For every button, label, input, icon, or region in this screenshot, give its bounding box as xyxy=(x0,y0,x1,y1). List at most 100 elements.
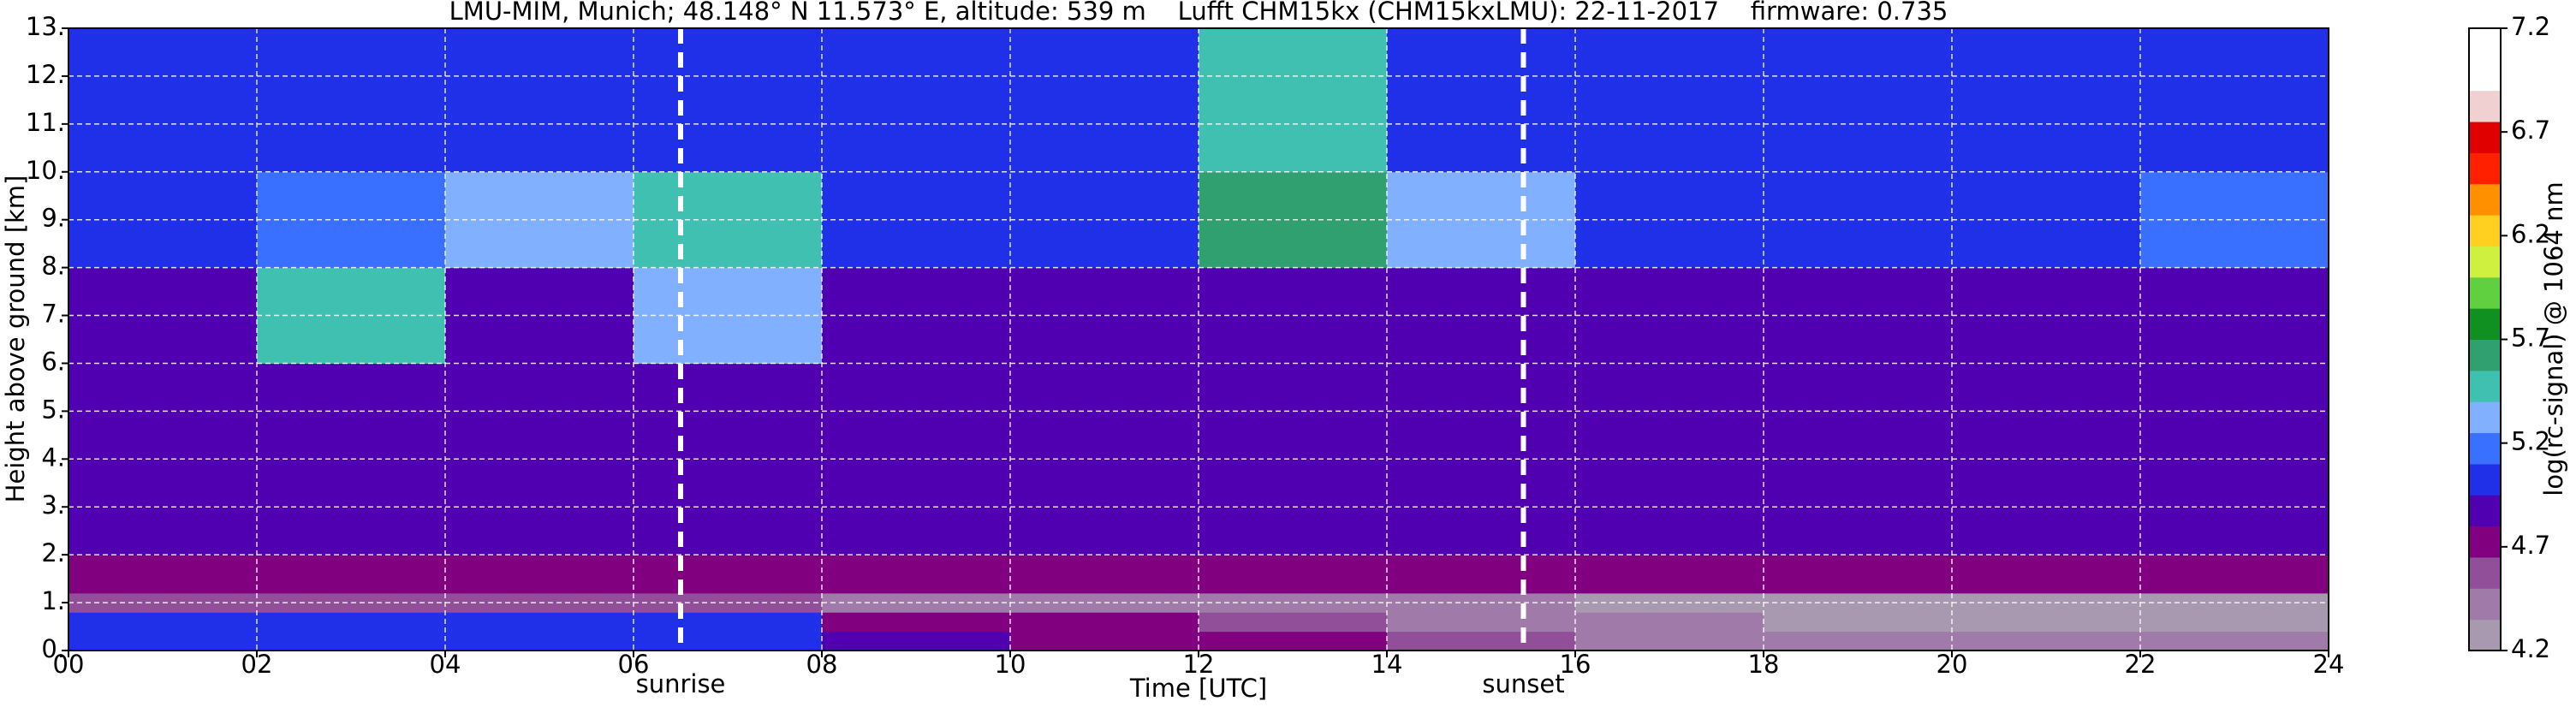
x-tick-label: 16 xyxy=(1560,650,1591,679)
x-tick-label: 00 xyxy=(53,650,85,679)
colorbar-segment xyxy=(2469,463,2501,496)
chart-title: LMU-MIM, Munich; 48.148° N 11.573° E, al… xyxy=(449,0,1948,26)
colorbar-tick-label: 7.2 xyxy=(2511,12,2550,41)
x-tick-label: 14 xyxy=(1371,650,1403,679)
heatmap-cell xyxy=(1199,28,1388,173)
heatmap-cell xyxy=(634,28,823,173)
y-tick-label: 13. xyxy=(26,12,65,41)
heatmap-cell xyxy=(1764,555,1953,594)
heatmap-cell xyxy=(257,28,446,173)
heatmap-cell xyxy=(1764,28,1953,173)
y-tick-label: 10. xyxy=(26,156,65,185)
y-tick-label: 1. xyxy=(41,586,65,615)
x-tick-label: 20 xyxy=(1936,650,1968,679)
heatmap-cell xyxy=(634,555,823,594)
y-tick-label: 6. xyxy=(41,347,65,376)
colorbar-segment xyxy=(2469,276,2501,309)
colorbar-segment xyxy=(2469,370,2501,402)
heatmap-cell xyxy=(68,612,258,633)
colorbar-segment xyxy=(2469,401,2501,434)
x-tick-label: 06 xyxy=(618,650,650,679)
y-tick-label: 2. xyxy=(41,538,65,567)
heatmap-cell xyxy=(822,631,1011,651)
heatmap-cell xyxy=(1952,28,2141,173)
plot-frame xyxy=(68,27,2329,651)
heatmap-cell xyxy=(1575,631,1764,651)
heatmap-cell xyxy=(1199,631,1388,651)
colorbar-segment xyxy=(2469,308,2501,340)
heatmap-cell xyxy=(2140,612,2329,633)
y-tick-label: 9. xyxy=(41,204,65,233)
y-tick-label: 0. xyxy=(41,634,65,663)
y-tick-label: 7. xyxy=(41,300,65,329)
heatmap-cell xyxy=(1575,28,1764,173)
colorbar-segment xyxy=(2469,122,2501,153)
colorbar-segment xyxy=(2469,619,2501,651)
heatmap-cell xyxy=(2140,631,2329,651)
y-tick-label: 3. xyxy=(41,490,65,520)
heatmap-cell xyxy=(1010,631,1199,651)
x-tick-label: 22 xyxy=(2125,650,2157,679)
heatmap-cell xyxy=(1952,612,2141,633)
heatmap-cell xyxy=(257,555,446,594)
x-tick-label: 02 xyxy=(241,650,273,679)
colorbar-segment xyxy=(2469,432,2501,465)
heatmap-cell xyxy=(2140,28,2329,173)
heatmap-cell xyxy=(634,631,823,651)
heatmap-cell xyxy=(1952,555,2141,594)
heatmap-cell xyxy=(257,612,446,633)
heatmap-cell xyxy=(1387,631,1576,651)
x-tick-label: 10 xyxy=(995,650,1026,679)
x-tick-label: 24 xyxy=(2313,650,2345,679)
heatmap-cell xyxy=(445,28,634,173)
colorbar-segment xyxy=(2469,246,2501,278)
heatmap-cell xyxy=(1010,612,1199,633)
colorbar-label: log(rc-signal) @ 1064 nm xyxy=(2539,181,2568,496)
annotation-label: sunrise xyxy=(636,669,726,698)
colorbar-tick-label: 5.7 xyxy=(2511,324,2550,353)
annotation-label: sunset xyxy=(1482,669,1564,698)
colorbar-segment xyxy=(2469,59,2501,92)
y-tick-label: 5. xyxy=(41,395,65,424)
x-tick-label: 18 xyxy=(1748,650,1780,679)
colorbar-tick-label: 4.7 xyxy=(2511,531,2550,560)
colorbar-segment xyxy=(2469,90,2501,122)
colorbar-segment xyxy=(2469,588,2501,621)
y-tick-label: 11. xyxy=(26,108,65,137)
colorbar-tick-label: 5.2 xyxy=(2511,427,2550,456)
colorbar-segment xyxy=(2469,215,2501,247)
colorbar-segment xyxy=(2469,495,2501,527)
x-tick-label: 12 xyxy=(1183,650,1215,679)
heatmap-cell xyxy=(634,612,823,633)
heatmap-cell xyxy=(1764,612,1953,633)
heatmap-cell xyxy=(1199,555,1388,594)
heatmap-cell xyxy=(68,631,258,651)
heatmap-cell xyxy=(1952,631,2141,651)
heatmap-cell xyxy=(1387,555,1576,594)
heatmap-cell xyxy=(1199,612,1388,633)
colorbar-segment xyxy=(2469,152,2501,185)
heatmap-cell xyxy=(445,612,634,633)
y-axis-label: Height above ground [km] xyxy=(1,175,30,503)
colorbar-tick-label: 4.2 xyxy=(2511,634,2550,663)
colorbar-segment xyxy=(2469,339,2501,371)
heatmap-cell xyxy=(822,555,1011,594)
colorbar-tick-label: 6.2 xyxy=(2511,219,2550,248)
heatmap-cell xyxy=(445,631,634,651)
colorbar-segment xyxy=(2469,28,2501,60)
heatmap-cell xyxy=(445,555,634,594)
heatmap-cell xyxy=(1575,612,1764,633)
colorbar-segment xyxy=(2469,556,2501,589)
heatmap-cell xyxy=(1575,555,1764,594)
heatmap-cell xyxy=(1010,555,1199,594)
x-axis-label: Time [UTC] xyxy=(1129,674,1267,703)
colorbar-tick-label: 6.7 xyxy=(2511,116,2550,145)
heatmap-cell xyxy=(822,28,1011,173)
x-tick-label: 04 xyxy=(430,650,461,679)
heatmap-cell xyxy=(68,28,258,173)
heatmap-cell xyxy=(257,631,446,651)
heatmap-cell xyxy=(68,555,258,594)
heatmap-cell xyxy=(822,612,1011,633)
colorbar-segment xyxy=(2469,526,2501,558)
